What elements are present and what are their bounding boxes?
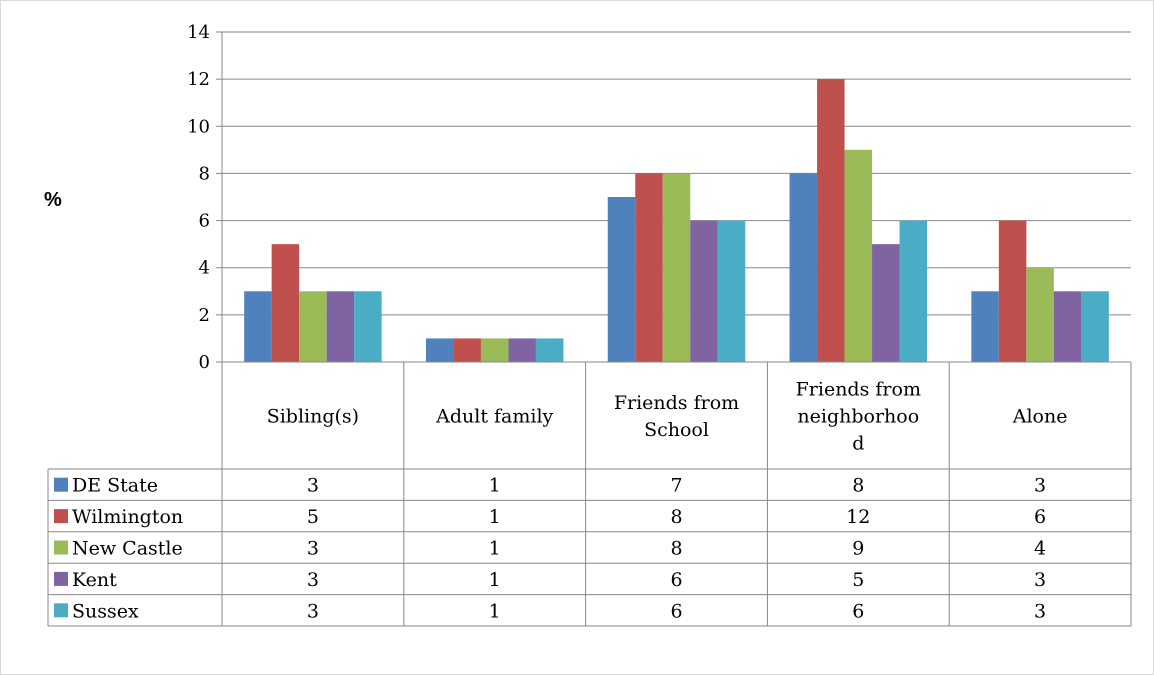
- legend-entry: Wilmington: [72, 506, 183, 528]
- category-label-line: neighborhoo: [797, 406, 919, 428]
- category-label: Adult family: [435, 406, 553, 428]
- legend-entry: New Castle: [72, 538, 183, 560]
- legend-key: [54, 509, 68, 524]
- bar: [1026, 267, 1054, 362]
- legend-entry: DE State: [72, 475, 158, 497]
- category-label: Friends from School: [614, 392, 739, 441]
- legend-entry: Sussex: [72, 600, 139, 622]
- data-table-value: 7: [670, 475, 682, 497]
- category-label-line: School: [644, 419, 709, 441]
- bar: [453, 338, 481, 362]
- data-table-value: 3: [307, 600, 319, 622]
- bar: [425, 338, 454, 362]
- category-label-line: Friends from: [614, 392, 739, 414]
- data-table-value: 1: [489, 538, 501, 560]
- bar: [508, 338, 536, 362]
- y-tick-label: 8: [199, 163, 210, 184]
- data-table-value: 3: [307, 569, 319, 591]
- data-table-value: 4: [1034, 538, 1046, 560]
- y-tick-label: 12: [187, 69, 210, 90]
- data-table-value: 6: [670, 569, 682, 591]
- y-axis-label: %: [44, 189, 62, 211]
- category-label-line: Alone: [1012, 406, 1068, 428]
- category-label-line: Sibling(s): [267, 406, 359, 428]
- category-label: Sibling(s): [267, 406, 359, 428]
- bar: [480, 338, 509, 362]
- data-table-value: 3: [1034, 600, 1046, 622]
- data-table-value: 6: [852, 600, 864, 622]
- category-label-line: d: [852, 433, 864, 455]
- category-label: Friends from neighborhoo d: [796, 379, 921, 455]
- legend-key: [54, 540, 68, 555]
- y-tick-label: 4: [199, 258, 210, 279]
- bar: [535, 338, 564, 362]
- y-tick-label: 2: [199, 305, 210, 326]
- bar: [844, 149, 873, 362]
- data-table-value: 3: [307, 538, 319, 560]
- data-table-value: 3: [1034, 475, 1046, 497]
- data-table-value: 3: [1034, 569, 1046, 591]
- data-table-value: 12: [846, 506, 870, 528]
- category-label: Alone: [1012, 406, 1068, 428]
- data-table-value: 5: [852, 569, 864, 591]
- legend-key: [54, 477, 68, 492]
- bar: [244, 291, 272, 362]
- data-table-value: 8: [852, 475, 864, 497]
- bar: [789, 173, 818, 362]
- bar: [607, 197, 636, 362]
- bar: [326, 291, 355, 362]
- data-table-value: 8: [670, 506, 682, 528]
- bar: [690, 220, 718, 362]
- legend-entry: Kent: [72, 569, 117, 591]
- y-tick-label: 10: [187, 116, 210, 137]
- y-tick-label: 6: [199, 211, 210, 232]
- bar: [271, 244, 300, 362]
- bar: [971, 291, 999, 362]
- data-table-value: 9: [852, 538, 864, 560]
- bar: [1053, 291, 1082, 362]
- bar: [872, 244, 900, 362]
- data-table-value: 5: [307, 506, 319, 528]
- bar: [354, 291, 382, 362]
- y-tick-label: 14: [187, 22, 210, 43]
- legend-key: [54, 603, 68, 618]
- bar: [299, 291, 327, 362]
- legend-key: [54, 571, 68, 586]
- bar: [817, 79, 845, 363]
- data-table-value: 1: [489, 600, 501, 622]
- bar: [717, 220, 746, 362]
- data-table-value: 8: [670, 538, 682, 560]
- data-table-value: 3: [307, 475, 319, 497]
- data-table-value: 1: [489, 506, 501, 528]
- data-table-value: 6: [1034, 506, 1046, 528]
- category-label-line: Adult family: [435, 406, 553, 428]
- category-label-line: Friends from: [796, 379, 921, 401]
- bar: [635, 173, 663, 362]
- data-table-value: 1: [489, 569, 501, 591]
- y-tick-label: 0: [199, 352, 210, 373]
- bar: [998, 220, 1027, 362]
- bar: [1081, 291, 1109, 362]
- data-table-value: 1: [489, 475, 501, 497]
- data-table-value: 6: [670, 600, 682, 622]
- bar: [662, 173, 691, 362]
- bar: [899, 220, 928, 362]
